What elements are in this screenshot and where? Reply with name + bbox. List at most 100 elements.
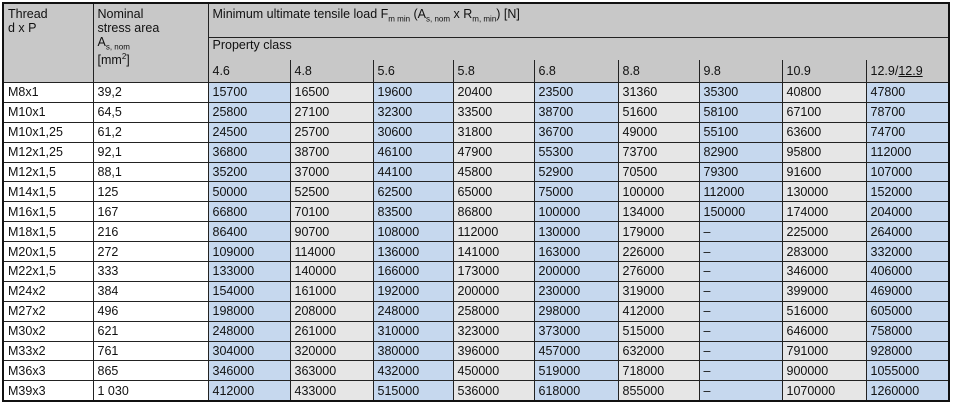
- load-value-cell: 50000: [207, 181, 291, 203]
- load-value-cell: 38700: [289, 141, 374, 163]
- load-value-cell: 24500: [207, 121, 291, 143]
- load-value-cell: 515000: [372, 380, 454, 402]
- load-value-cell: 332000: [865, 241, 950, 263]
- load-value-cell: 855000: [617, 380, 700, 402]
- load-value-cell: 346000: [207, 360, 291, 382]
- table-row: M16x1,5 167 66800 70100 83500 86800 100000 1340…: [2, 201, 950, 223]
- thread-cell: M33x2: [2, 340, 94, 362]
- load-value-cell: 55100: [698, 121, 783, 143]
- area-symbol-sub: s, nom: [105, 42, 130, 52]
- load-value-cell: 31800: [452, 121, 535, 143]
- load-value-cell: 27100: [289, 101, 374, 123]
- load-value-cell: 63600: [781, 121, 867, 143]
- load-value-cell: 46100: [372, 141, 454, 163]
- load-value-cell: 133000: [207, 261, 291, 282]
- thread-cell: M16x1,5: [2, 201, 94, 223]
- load-value-cell: 298000: [533, 300, 619, 322]
- area-cell: 64,5: [92, 101, 209, 123]
- table-row: M33x2 761 304000 320000 380000 396000 457000 63…: [2, 340, 950, 362]
- area-cell: 272: [92, 241, 209, 263]
- load-value-cell: 248000: [372, 300, 454, 322]
- load-value-cell: 261000: [289, 320, 374, 342]
- load-value-cell: –: [698, 380, 783, 402]
- property-class-5-8: 5.8: [452, 60, 535, 83]
- area-cell: 621: [92, 320, 209, 342]
- area-cell: 61,2: [92, 121, 209, 143]
- load-value-cell: 79300: [698, 161, 783, 183]
- load-value-cell: 37000: [289, 161, 374, 183]
- load-sub: m, min: [472, 14, 497, 24]
- load-sub: s, nom: [426, 14, 451, 24]
- load-value-cell: 283000: [781, 241, 867, 263]
- load-value-cell: 55300: [533, 141, 619, 163]
- load-value-cell: 226000: [617, 241, 700, 263]
- load-value-cell: 304000: [207, 340, 291, 362]
- load-value-cell: 161000: [289, 280, 374, 302]
- load-value-cell: 457000: [533, 340, 619, 362]
- property-class-10-9: 10.9: [781, 60, 867, 83]
- table-row: M24x2 384 154000 161000 192000 200000 230000 31…: [2, 280, 950, 302]
- area-cell: 92,1: [92, 141, 209, 163]
- load-value-cell: 179000: [617, 221, 700, 243]
- load-value-cell: 112000: [698, 181, 783, 203]
- table-row: M39x3 1 030 412000 433000 515000 536000 618000…: [2, 380, 950, 402]
- load-value-cell: 44100: [372, 161, 454, 183]
- load-value-cell: 78700: [865, 101, 950, 123]
- thread-cell: M20x1,5: [2, 241, 94, 263]
- load-value-cell: 36700: [533, 121, 619, 143]
- thread-cell: M24x2: [2, 280, 94, 302]
- load-value-cell: 173000: [452, 261, 535, 282]
- area-cell: 216: [92, 221, 209, 243]
- load-value-cell: 95800: [781, 141, 867, 163]
- load-text: ) [N]: [496, 7, 520, 21]
- load-value-cell: 399000: [781, 280, 867, 302]
- load-value-cell: 154000: [207, 280, 291, 302]
- load-title: Minimum ultimate tensile load F: [212, 7, 389, 21]
- area-unit: [mm: [97, 52, 122, 67]
- load-value-cell: 67100: [781, 101, 867, 123]
- load-text: (A: [410, 7, 427, 21]
- load-value-cell: 632000: [617, 340, 700, 362]
- load-value-cell: 412000: [617, 300, 700, 322]
- load-value-cell: 515000: [617, 320, 700, 342]
- load-value-cell: 20400: [452, 82, 535, 103]
- load-value-cell: 1260000: [865, 380, 950, 402]
- load-value-cell: 208000: [289, 300, 374, 322]
- load-value-cell: 70100: [289, 201, 374, 223]
- load-value-cell: 32300: [372, 101, 454, 123]
- load-value-cell: 91600: [781, 161, 867, 183]
- thread-cell: M22x1,5: [2, 261, 94, 282]
- load-value-cell: 52500: [289, 181, 374, 203]
- load-value-cell: 108000: [372, 221, 454, 243]
- property-class-label: 12.9/: [870, 64, 899, 78]
- load-value-cell: –: [698, 320, 783, 342]
- load-value-cell: 412000: [207, 380, 291, 402]
- table-row: M27x2 496 198000 208000 248000 258000 298000 41…: [2, 300, 950, 322]
- load-value-cell: 1070000: [781, 380, 867, 402]
- table-row: M12x1,5 88,1 35200 37000 44100 45800 52900 7050…: [2, 161, 950, 183]
- load-value-cell: 469000: [865, 280, 950, 302]
- load-value-cell: 536000: [452, 380, 535, 402]
- thread-cell: M27x2: [2, 300, 94, 322]
- load-value-cell: 605000: [865, 300, 950, 322]
- property-class-8-8: 8.8: [617, 60, 700, 83]
- load-value-cell: 276000: [617, 261, 700, 282]
- load-value-cell: –: [698, 340, 783, 362]
- thread-header: Thread d x P: [2, 2, 94, 83]
- load-value-cell: 109000: [207, 241, 291, 263]
- load-value-cell: 66800: [207, 201, 291, 223]
- load-value-cell: 225000: [781, 221, 867, 243]
- load-value-cell: 200000: [533, 261, 619, 282]
- thread-cell: M39x3: [2, 380, 94, 402]
- load-value-cell: 363000: [289, 360, 374, 382]
- thread-cell: M10x1,25: [2, 121, 94, 143]
- load-value-cell: 52900: [533, 161, 619, 183]
- load-value-cell: 150000: [698, 201, 783, 223]
- load-value-cell: 58100: [698, 101, 783, 123]
- load-value-cell: 30600: [372, 121, 454, 143]
- area-cell: 496: [92, 300, 209, 322]
- load-value-cell: 107000: [865, 161, 950, 183]
- area-unit-close: ]: [126, 52, 130, 67]
- load-value-cell: 319000: [617, 280, 700, 302]
